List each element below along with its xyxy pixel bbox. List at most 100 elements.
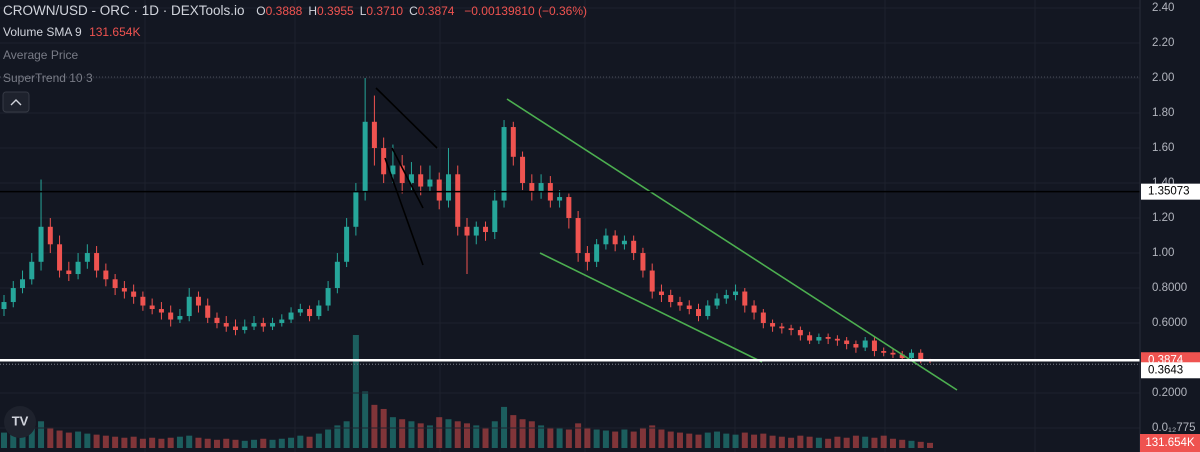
volume-bar [130,436,137,448]
volume-bar [593,429,600,448]
y-tick-label: 0.0₁₂775 [1152,422,1196,434]
volume-bar [714,431,721,448]
volume-bar [612,431,619,448]
candle-body [270,323,276,327]
candle-body [566,197,572,219]
candle-body [686,305,692,310]
candle-body [649,270,655,292]
candle-body [584,253,590,262]
symbol: CROWN/USD - ORC · 1D · DEXTools.io [3,3,245,18]
change: −0.00139810 (−0.36%) [464,4,588,18]
volume-bar [56,430,63,448]
volume-bar [473,425,480,448]
candle-body [520,156,526,184]
candle-body [733,291,739,296]
ohlc-key: H [308,4,318,18]
volume-bar [751,434,758,448]
logo-mark: TV [12,413,29,428]
indicator-name: Volume SMA 9 [3,25,82,39]
volume-bar [269,439,276,448]
y-tick-label: 1.60 [1152,142,1174,154]
volume-badge-bg [1140,434,1200,452]
volume-bar [917,441,924,448]
candle-body [631,240,637,254]
price-badge-label: 0.3643 [1148,364,1183,376]
volume-bar [630,431,637,448]
volume-bar [871,437,878,448]
y-tick-label: 1.00 [1152,247,1174,259]
y-tick-label: 1.20 [1152,212,1174,224]
candle-body [362,121,368,192]
candle-body [149,305,155,310]
volume-bar [927,442,933,448]
candle-body [899,354,905,359]
y-tick-label: 0.6000 [1152,317,1187,329]
volume-bar [482,427,489,448]
candle-body [696,309,701,317]
volume-bar [213,439,220,448]
volume-bar [695,434,702,448]
volume-bar [241,440,248,448]
indicator-average: Average Price [3,48,79,62]
volume-bar [575,423,582,448]
candle-body [788,328,794,331]
ohlc-value: 0.3955 [317,4,354,18]
volume-bar [732,434,739,448]
candle-body [871,340,877,352]
candle-body [1,302,7,310]
indicator-supertrend: SuperTrend 10 3 [3,71,93,85]
candle-body [908,352,914,359]
candle-body [603,235,609,245]
candle-body [658,291,664,296]
volume-bar [352,335,359,448]
candle-body [195,296,201,306]
volume-bar [602,430,609,448]
ohlc: O0.3888 H0.3955 L0.3710 C0.3874 [256,4,460,18]
candle-body [677,302,683,306]
drawings [375,87,958,391]
price-badge [1141,362,1200,379]
volume-bar [112,436,119,448]
volume-bar [251,439,258,448]
volume-bar [852,435,859,448]
candle-body [890,352,896,355]
candle-body [816,337,822,341]
candle-body [103,270,109,280]
candle-body [427,179,433,187]
volume-bar [195,437,202,448]
volume-bar [65,432,72,448]
candle-body [307,309,313,317]
volume-bar [426,425,433,448]
volume-bar [436,417,443,448]
volume-bar [723,433,730,448]
candle-body [344,226,350,262]
volume-bar [204,438,211,448]
candle-body [538,183,544,192]
v-grid [144,0,1036,452]
volume-bar [454,421,461,448]
volume-bar [556,427,563,448]
volume-bar [464,423,470,448]
volume-bar [649,425,656,448]
volume-bar [10,429,17,448]
candle-body [158,309,164,313]
volume-bar [315,433,322,448]
candle-body [75,261,81,275]
candle-body [242,326,248,331]
candle-body [325,288,331,306]
volume-bar [121,437,128,448]
volume-bar [815,437,822,448]
candle-body [94,253,100,271]
candle-body [436,179,442,201]
collapse-button[interactable] [2,91,30,113]
volume-bar [38,421,45,448]
candle-body [66,270,72,275]
candle-body [38,226,44,262]
ohlc-key: C [409,4,418,18]
candle-body [853,344,859,348]
candle-body [297,309,303,313]
volume-bar [686,433,693,448]
price-axis: 2.402.202.001.801.601.401.201.000.80000.… [1141,2,1200,434]
candle-body [492,200,498,233]
